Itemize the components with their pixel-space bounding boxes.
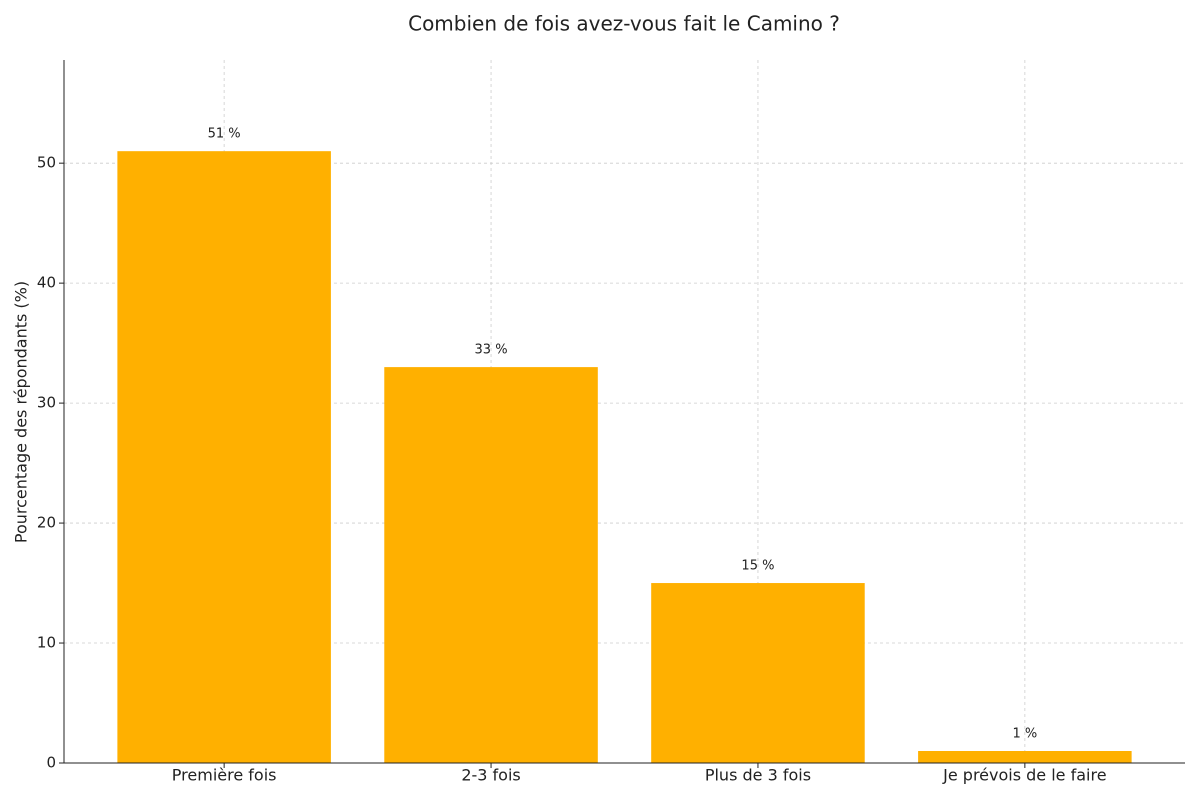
bar — [384, 367, 598, 763]
bar — [117, 151, 331, 763]
value-label: 51 % — [208, 127, 241, 142]
chart-title: Combien de fois avez-vous fait le Camino… — [408, 12, 840, 36]
y-axis-label: Pourcentage des répondants (%) — [12, 281, 31, 543]
value-label: 33 % — [475, 343, 508, 358]
y-tick-label: 50 — [37, 154, 56, 172]
y-tick-label: 0 — [46, 754, 56, 772]
value-label: 15 % — [741, 559, 774, 574]
bar — [651, 583, 865, 763]
x-tick-label: Première fois — [172, 766, 277, 785]
y-tick-label: 10 — [37, 634, 56, 652]
y-tick-label: 20 — [37, 514, 56, 532]
bar — [918, 751, 1132, 763]
x-tick-label: 2-3 fois — [461, 766, 520, 785]
x-tick-label: Plus de 3 fois — [705, 766, 811, 785]
x-tick-label: Je prévois de le faire — [942, 766, 1106, 785]
y-tick-label: 40 — [37, 274, 56, 292]
value-label: 1 % — [1012, 727, 1037, 742]
y-tick-label: 30 — [37, 394, 56, 412]
